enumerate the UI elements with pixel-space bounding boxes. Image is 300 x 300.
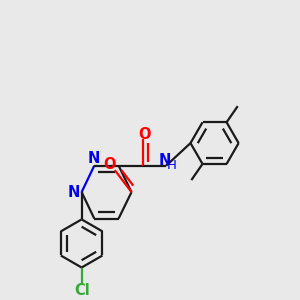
Text: O: O	[103, 157, 116, 172]
Text: N: N	[158, 153, 171, 168]
Text: Cl: Cl	[74, 283, 89, 298]
Text: N: N	[88, 151, 100, 166]
Text: N: N	[67, 184, 80, 200]
Text: O: O	[138, 128, 150, 142]
Text: H: H	[167, 159, 176, 172]
